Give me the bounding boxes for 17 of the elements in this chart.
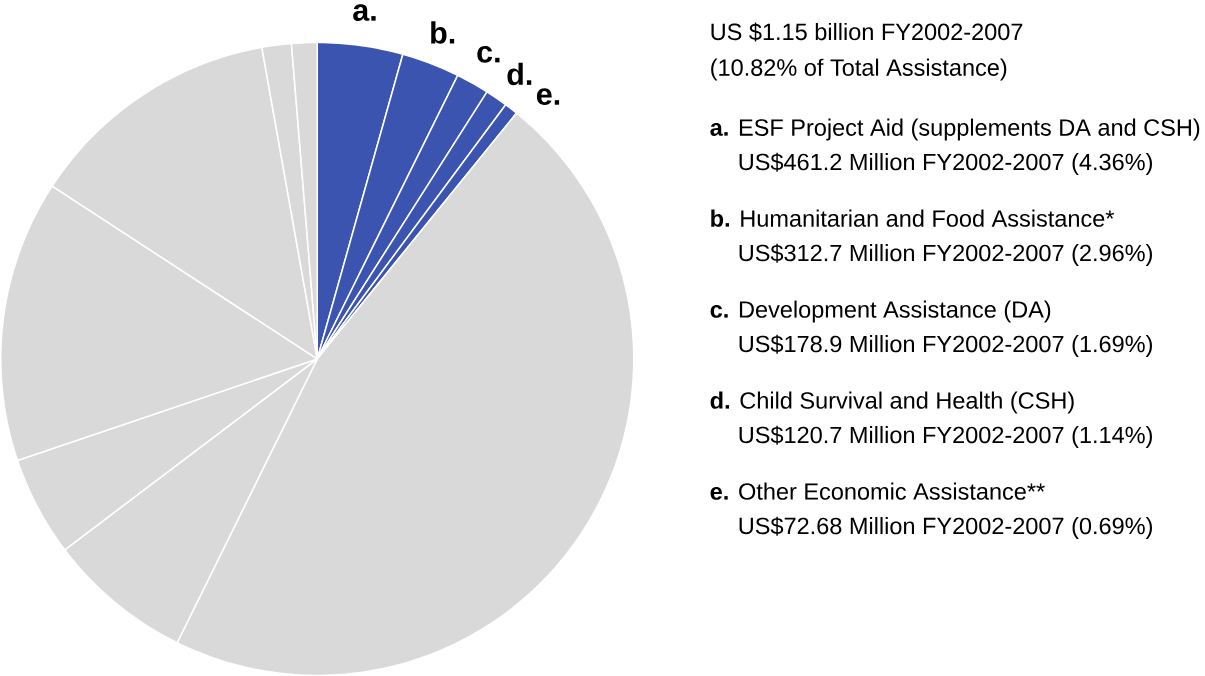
slice-label: d. bbox=[507, 62, 532, 86]
text: US $1.15 billion FY2002-2007 bbox=[711, 22, 1023, 42]
slice-label: b. bbox=[431, 21, 455, 44]
slice-label: c. bbox=[477, 45, 500, 63]
text: US$178.9 Million FY2002-2007 (1.69%) bbox=[739, 334, 1152, 357]
text: (10.82% of Total Assistance) bbox=[711, 58, 1007, 81]
text: US$120.7 Million FY2002-2007 (1.14%) bbox=[739, 425, 1152, 448]
slice-label: e. bbox=[536, 88, 560, 105]
text: b. Humanitarian and Food Assistance* bbox=[711, 209, 1115, 227]
text: US$461.2 Million FY2002-2007 (4.36%) bbox=[739, 152, 1152, 175]
text: a. ESF Project Aid (supplements DA and CSH) bbox=[710, 118, 1200, 141]
text: US$72.68 Million FY2002-2007 (0.69%) bbox=[739, 516, 1152, 539]
text: c. Development Assistance (DA) bbox=[710, 300, 1051, 323]
slice-label: a. bbox=[353, 4, 376, 21]
text: US$312.7 Million FY2002-2007 (2.96%) bbox=[739, 243, 1152, 266]
text: e. Other Economic Assistance** bbox=[710, 482, 1045, 500]
text: d. Child Survival and Health (CSH) bbox=[710, 391, 1074, 414]
